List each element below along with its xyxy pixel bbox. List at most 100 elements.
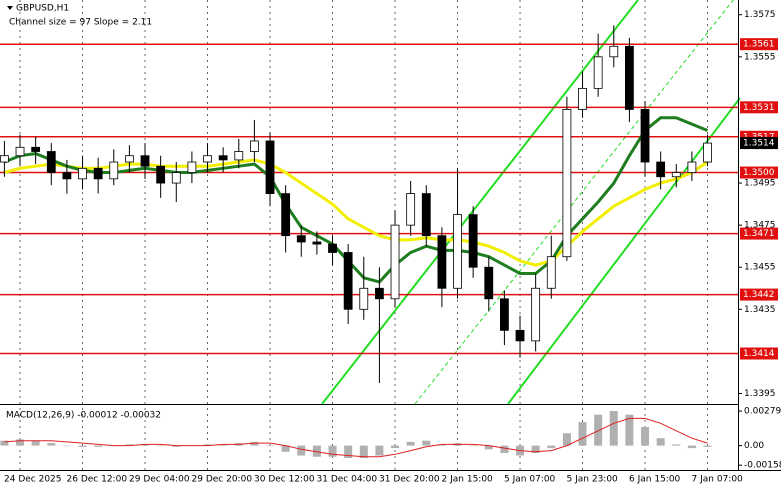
macd-y-tick-label: 0.00 xyxy=(744,441,764,451)
level-label: 1.3561 xyxy=(743,40,775,50)
x-tick-label: 26 Dec 12:00 xyxy=(67,475,128,485)
last-price-box xyxy=(740,137,778,150)
macd-bar xyxy=(0,440,9,446)
candle-body xyxy=(562,109,572,258)
macd-bar xyxy=(219,444,228,446)
level-label: 1.3500 xyxy=(743,168,775,178)
x-tick-label: 29 Dec 04:00 xyxy=(129,475,190,485)
macd-bar xyxy=(531,445,540,454)
candle-body xyxy=(609,45,619,58)
candle-body xyxy=(171,172,181,184)
candle-body xyxy=(437,235,447,289)
macd-y-tick-label: -0.00158 xyxy=(744,461,781,471)
macd-bar xyxy=(344,445,353,458)
level-label: 1.3414 xyxy=(743,349,775,359)
macd-bar xyxy=(266,445,275,447)
macd-bar xyxy=(656,438,665,446)
candle-body xyxy=(546,256,556,289)
candle-body xyxy=(140,155,150,167)
macd-bar xyxy=(125,444,134,446)
chart-title: GBPUSD,H1 xyxy=(16,4,69,14)
macd-bar xyxy=(156,445,165,447)
candle-body xyxy=(281,193,291,237)
macd-bar xyxy=(281,445,290,452)
menu-icon xyxy=(7,6,13,10)
macd-bar xyxy=(641,427,650,446)
x-tick-label: 24 Dec 2025 xyxy=(4,475,62,485)
macd-bar xyxy=(578,422,587,446)
macd-title: MACD(12,26,9) -0.00012 -0.00032 xyxy=(6,411,161,421)
level-label-box xyxy=(740,38,778,51)
level-label: 1.3471 xyxy=(743,229,775,239)
macd-bar xyxy=(297,445,306,456)
candle-body xyxy=(515,329,525,342)
candle-body xyxy=(499,298,509,331)
candle-body xyxy=(671,172,681,178)
candle-body xyxy=(156,165,166,184)
x-tick-label: 29 Dec 20:00 xyxy=(192,475,253,485)
candle-body xyxy=(343,252,353,310)
candle-body xyxy=(125,155,134,163)
channel-middle xyxy=(414,0,734,405)
channel-upper xyxy=(321,0,639,405)
x-tick-label: 30 Dec 12:00 xyxy=(254,475,315,485)
macd-bar xyxy=(328,445,337,457)
macd-bar xyxy=(422,440,431,446)
candle-body xyxy=(625,45,634,110)
macd-bar xyxy=(78,445,87,447)
y-tick-label: 1.3435 xyxy=(744,305,776,315)
macd-bar xyxy=(312,445,321,457)
y-tick-label: 1.3455 xyxy=(744,263,776,273)
macd-bar xyxy=(62,445,71,447)
macd-bar xyxy=(94,445,103,447)
candle-body xyxy=(0,155,9,163)
x-tick-label: 31 Dec 20:00 xyxy=(379,475,440,485)
candle-body xyxy=(421,193,431,237)
x-tick-label: 6 Jan 15:00 xyxy=(629,475,681,485)
candle-body xyxy=(484,266,494,300)
candle-body xyxy=(359,287,369,310)
level-label-box xyxy=(740,101,778,114)
candle-body xyxy=(312,241,322,245)
macd-bar xyxy=(500,445,509,454)
level-label: 1.3442 xyxy=(743,290,775,300)
x-tick-label: 2 Jan 15:00 xyxy=(442,475,494,485)
macd-bar xyxy=(437,444,446,446)
x-tick-label: 31 Dec 04:00 xyxy=(317,475,378,485)
candle-body xyxy=(31,146,41,152)
chart-subtitle: Channel size = 97 Slope = 2.11 xyxy=(9,18,152,28)
candle-body xyxy=(234,151,244,161)
macd-bar xyxy=(375,445,384,456)
candle-body xyxy=(687,161,697,173)
candle-body xyxy=(656,161,666,178)
candle-body xyxy=(218,155,228,161)
macd-bar xyxy=(547,445,556,449)
candle-body xyxy=(15,146,25,157)
macd-y-tick-label: 0.00279 xyxy=(744,407,781,417)
macd-bar xyxy=(469,445,478,447)
macd-bar xyxy=(391,445,400,449)
candle-body xyxy=(374,287,384,300)
macd-bar xyxy=(687,445,696,449)
axis: 24 Dec 2025 26 Dec 12:00 29 Dec 04:00 29 De… xyxy=(4,10,781,484)
candle-body xyxy=(109,161,119,180)
macd-signal xyxy=(4,417,708,458)
candle-body xyxy=(578,87,587,110)
candle-body xyxy=(265,140,275,194)
candle-body xyxy=(468,214,478,268)
macd-bar xyxy=(359,445,368,458)
candle-body xyxy=(390,224,400,300)
candle-body xyxy=(93,167,103,180)
grid xyxy=(19,0,708,470)
candle-body xyxy=(640,109,650,163)
macd-bar xyxy=(703,445,712,447)
macd-bar xyxy=(562,433,571,446)
candle-body xyxy=(406,193,416,226)
level-label: 1.3531 xyxy=(743,103,775,113)
level-label-box xyxy=(740,166,778,179)
candle-body xyxy=(703,142,712,163)
y-tick-label: 1.3395 xyxy=(744,389,776,399)
macd-bar xyxy=(141,444,150,446)
candle-body xyxy=(593,56,603,89)
